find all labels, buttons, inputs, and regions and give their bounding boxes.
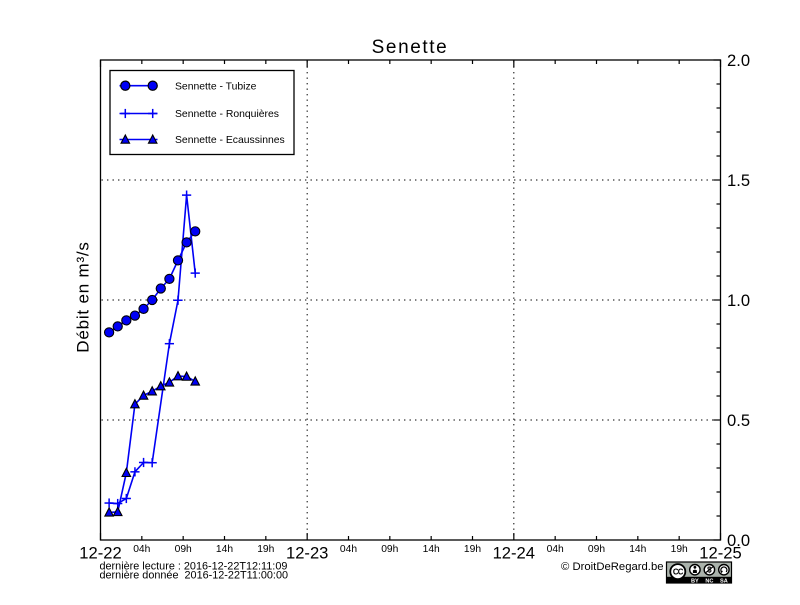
svg-text:12-25: 12-25 [699, 543, 741, 562]
svg-text:NC: NC [705, 578, 713, 584]
svg-text:12-23: 12-23 [286, 543, 328, 562]
svg-text:14h: 14h [216, 544, 233, 555]
svg-text:12-24: 12-24 [493, 543, 535, 562]
svg-text:12-22: 12-22 [79, 543, 121, 562]
svg-text:1.5: 1.5 [727, 171, 750, 190]
svg-text:19h: 19h [671, 544, 688, 555]
svg-text:Sennette - Tubize: Sennette - Tubize [175, 81, 257, 92]
svg-text:1.0: 1.0 [727, 291, 750, 310]
svg-text:0.5: 0.5 [727, 411, 750, 430]
svg-text:04h: 04h [340, 544, 357, 555]
svg-text:Sennette - Ecaussinnes: Sennette - Ecaussinnes [175, 135, 285, 146]
svg-text:Sennette - Ronquières: Sennette - Ronquières [175, 109, 279, 120]
svg-text:0.0: 0.0 [727, 531, 750, 550]
svg-text:Débit en m³/s: Débit en m³/s [74, 241, 93, 353]
svg-text:19h: 19h [257, 544, 274, 555]
svg-text:dernière donnée 2016-12-22T11: dernière donnée 2016-12-22T11:00:00 [100, 570, 289, 582]
svg-text:Senette: Senette [372, 37, 449, 58]
svg-text:04h: 04h [547, 544, 564, 555]
svg-text:19h: 19h [464, 544, 481, 555]
svg-text:09h: 09h [588, 544, 605, 555]
svg-text:dernière lecture : 2016-12-22T: dernière lecture : 2016-12-22T12:11:09 [100, 560, 288, 572]
svg-text:2.0: 2.0 [727, 51, 750, 70]
svg-text:CC: CC [673, 567, 684, 576]
svg-text:14h: 14h [629, 544, 646, 555]
svg-text:09h: 09h [381, 544, 398, 555]
svg-text:SA: SA [720, 578, 728, 584]
svg-text:14h: 14h [423, 544, 440, 555]
svg-text:09h: 09h [175, 544, 192, 555]
svg-text:© DroitDeRegard.be: © DroitDeRegard.be [561, 561, 664, 573]
svg-text:BY: BY [691, 578, 699, 584]
svg-text:04h: 04h [133, 544, 150, 555]
